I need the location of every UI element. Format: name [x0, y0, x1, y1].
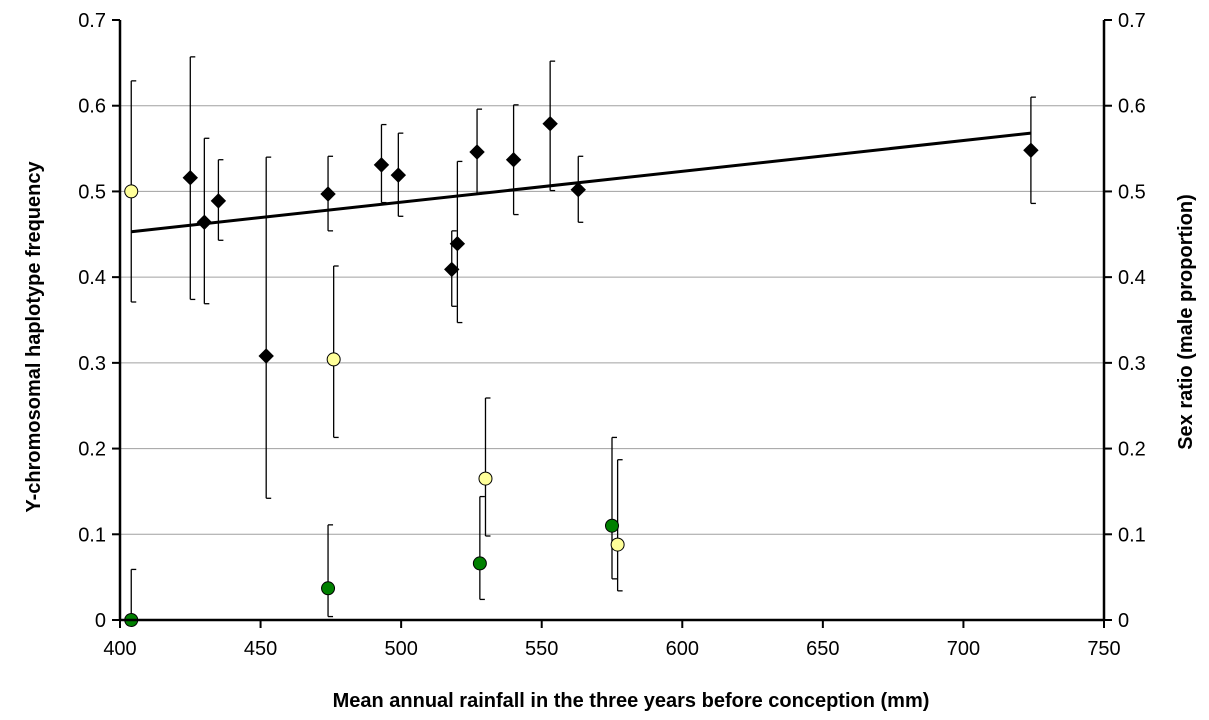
- circle-point: [326, 352, 341, 367]
- left-y-tick-label: 0.3: [78, 353, 106, 375]
- circle-point: [124, 184, 139, 199]
- diamond-point: [210, 193, 227, 209]
- x-tick-label: 700: [947, 638, 980, 660]
- x-tick-label: 500: [384, 638, 417, 660]
- x-tick-label: 550: [525, 638, 558, 660]
- right-y-tick-label: 0.2: [1118, 439, 1146, 461]
- x-tick-label: 650: [806, 638, 839, 660]
- left-y-tick-label: 0.1: [78, 524, 106, 546]
- diamond-point: [570, 182, 586, 198]
- right-y-tick-label: 0.7: [1118, 10, 1146, 32]
- left-y-tick-label: 0.6: [78, 96, 106, 118]
- circle-point: [472, 556, 487, 571]
- trendline-group: [131, 131, 1032, 234]
- x-tick-label: 450: [244, 638, 277, 660]
- gridlines: [120, 105, 1104, 535]
- diamond-point: [320, 186, 336, 202]
- x-tick-label: 400: [103, 638, 136, 660]
- right-y-tick-label: 0.4: [1118, 267, 1146, 289]
- diamond-point: [258, 348, 274, 364]
- x-tick-label: 750: [1087, 638, 1120, 660]
- error-bars: [130, 56, 1036, 621]
- right-y-tick-label: 0: [1118, 610, 1129, 632]
- right-y-tick-label: 0.3: [1118, 353, 1146, 375]
- axes: [112, 19, 1112, 628]
- diamond-point: [196, 214, 213, 230]
- diamond-point: [449, 236, 466, 252]
- circle-point: [610, 537, 625, 552]
- left-y-tick-label: 0.5: [78, 181, 106, 203]
- tick-labels: 0 0 0.1 0.1 0.2 0.2 0.3 0.3 0.4 0.4 0.5 0.5 0.6 0.6 0.…: [78, 10, 1146, 660]
- circle-point: [605, 518, 619, 533]
- diamond-point: [505, 152, 522, 168]
- diamond-point: [542, 116, 558, 132]
- x-axis-title: Mean annual rainfall in the three years …: [333, 690, 930, 712]
- diamond-point: [182, 170, 198, 186]
- trendline: [131, 131, 1032, 234]
- right-axis-title: Sex ratio (male proportion): [1175, 194, 1197, 450]
- right-y-tick-label: 0.5: [1118, 181, 1146, 203]
- left-y-tick-label: 0: [95, 610, 106, 632]
- diamond-point: [469, 144, 485, 160]
- diamond-point: [373, 157, 390, 173]
- right-y-tick-label: 0.6: [1118, 96, 1146, 118]
- data-markers: [124, 116, 1039, 627]
- left-axis-title: Y-chromosomal haplotype frequency: [23, 161, 45, 513]
- x-tick-label: 600: [666, 638, 699, 660]
- left-y-tick-label: 0.2: [78, 439, 106, 461]
- left-y-tick-label: 0.7: [78, 10, 106, 32]
- diamond-point: [444, 261, 460, 278]
- right-y-tick-label: 0.1: [1118, 524, 1146, 546]
- circle-point: [321, 581, 336, 596]
- left-y-tick-label: 0.4: [78, 267, 106, 289]
- diamond-point: [390, 167, 407, 183]
- circle-point: [478, 471, 493, 486]
- diamond-point: [1023, 142, 1039, 158]
